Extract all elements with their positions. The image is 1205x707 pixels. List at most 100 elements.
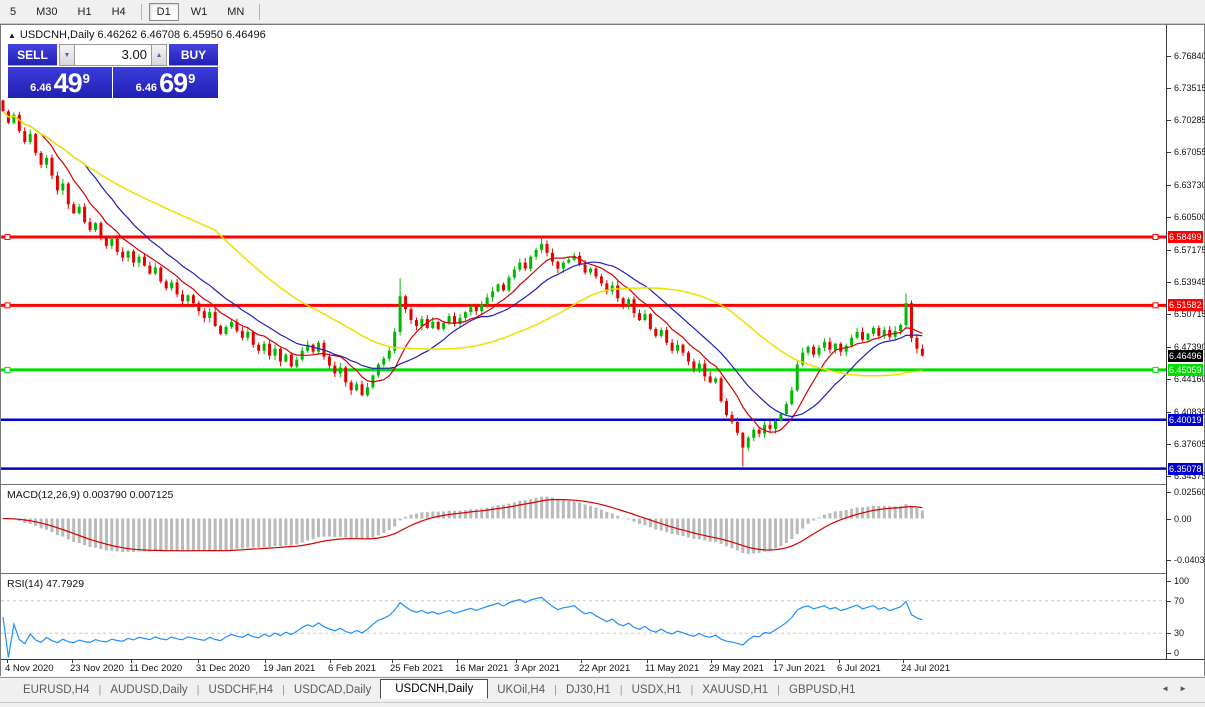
symbol-tab-bar: EURUSD,H4 | AUDUSD,Daily | USDCHF,H4 | USDCAD,… bbox=[0, 677, 1205, 701]
tab-ukoil-h4[interactable]: UKOil,H4 bbox=[497, 683, 546, 696]
tab-usdcnh-daily[interactable]: USDCNH,Daily bbox=[380, 678, 489, 699]
volume-decrease-button[interactable]: ▼ bbox=[58, 44, 76, 66]
time-axis-tick bbox=[198, 660, 199, 663]
time-axis-tick bbox=[131, 660, 132, 663]
time-axis-label: 11 Dec 2020 bbox=[129, 663, 183, 674]
axis-tick bbox=[1167, 378, 1171, 380]
time-axis-label: 16 Mar 2021 bbox=[455, 663, 509, 674]
axis-price-label: 6.44160 bbox=[1174, 373, 1205, 384]
time-axis-tick bbox=[839, 660, 840, 663]
toolbar-separator bbox=[140, 3, 142, 20]
ma-fast-red bbox=[2, 110, 923, 433]
macd-chart-svg[interactable] bbox=[1, 486, 1166, 572]
time-axis-tick bbox=[392, 660, 393, 663]
price-chart-pane[interactable] bbox=[1, 25, 1166, 483]
axis-price-label: 6.50715 bbox=[1174, 308, 1205, 319]
level-handle[interactable] bbox=[4, 366, 11, 373]
ma-mid-blue bbox=[2, 110, 923, 418]
price-chart-svg[interactable] bbox=[1, 25, 1166, 483]
tab-separator: | bbox=[554, 683, 557, 696]
sell-button[interactable]: SELL bbox=[8, 44, 58, 66]
axis-price-label: 6.53945 bbox=[1174, 276, 1205, 287]
axis-price-label: 6.57175 bbox=[1174, 245, 1205, 256]
tab-xauusd-h1[interactable]: XAUUSD,H1 bbox=[702, 683, 769, 696]
tab-scroll-left-icon[interactable]: ◄ bbox=[1161, 684, 1180, 693]
buy-price-quote[interactable]: 6.46 69 9 bbox=[113, 67, 218, 98]
tab-scroll-right-icon[interactable]: ► bbox=[1179, 684, 1197, 693]
time-axis-label: 3 Apr 2021 bbox=[514, 663, 560, 674]
tab-usdx-h1[interactable]: USDX,H1 bbox=[631, 683, 682, 696]
time-axis[interactable]: 4 Nov 2020 23 Nov 2020 11 Dec 2020 31 Dec 2… bbox=[1, 659, 1204, 676]
level-handle[interactable] bbox=[4, 233, 11, 240]
axis-price-label: 6.40835 bbox=[1174, 406, 1205, 417]
level-price-tag[interactable]: 6.35078 bbox=[1168, 462, 1203, 475]
rsi-label: RSI(14) 47.7929 bbox=[7, 578, 85, 590]
time-axis-label: 17 Jun 2021 bbox=[773, 663, 826, 674]
axis-tick bbox=[1167, 443, 1171, 445]
buy-button[interactable]: BUY bbox=[168, 44, 219, 66]
current-price-tag: 6.46496 bbox=[1168, 349, 1203, 362]
axis-tick bbox=[1167, 653, 1171, 654]
pane-separator[interactable] bbox=[1, 484, 1166, 485]
level-price-tag[interactable]: 6.51582 bbox=[1168, 299, 1203, 312]
tab-separator: | bbox=[196, 683, 200, 696]
axis-tick bbox=[1167, 475, 1171, 477]
time-axis-tick bbox=[903, 660, 904, 663]
time-axis-tick bbox=[516, 660, 517, 663]
level-handle[interactable] bbox=[1152, 233, 1159, 240]
timeframe-button-w1[interactable]: W1 bbox=[190, 5, 208, 18]
level-handle[interactable] bbox=[1152, 366, 1159, 373]
axis-price-label: 6.70285 bbox=[1174, 115, 1205, 126]
volume-increase-button[interactable]: ▲ bbox=[150, 44, 168, 66]
time-axis-tick bbox=[72, 660, 73, 663]
sell-price-quote[interactable]: 6.46 49 9 bbox=[8, 67, 112, 98]
sell-price-pip: 9 bbox=[82, 71, 90, 86]
time-axis-label: 29 May 2021 bbox=[709, 663, 764, 674]
timeframe-button-d1[interactable]: D1 bbox=[148, 2, 179, 21]
macd-label: MACD(12,26,9) 0.003790 0.007125 bbox=[7, 489, 174, 501]
time-axis-label: 11 May 2021 bbox=[645, 663, 700, 674]
axis-tick bbox=[1167, 313, 1171, 315]
volume-input[interactable]: 3.00 bbox=[75, 44, 151, 66]
pane-separator[interactable] bbox=[1, 573, 1166, 574]
chart-title-text: USDCNH,Daily 6.46262 6.46708 6.45950 6.4… bbox=[19, 29, 266, 41]
timeframe-button-5[interactable]: 5 bbox=[10, 5, 17, 18]
rsi-indicator-pane[interactable]: RSI(14) 47.7929 bbox=[1, 575, 1166, 659]
timeframe-button-m30[interactable]: M30 bbox=[36, 5, 58, 18]
time-axis-label: 31 Dec 2020 bbox=[196, 663, 250, 674]
axis-price-label: 6.73515 bbox=[1174, 83, 1205, 94]
timeframe-button-mn[interactable]: MN bbox=[227, 5, 245, 18]
tab-separator: | bbox=[98, 683, 102, 696]
rsi-line bbox=[2, 596, 923, 658]
axis-tick bbox=[1167, 492, 1171, 494]
rsi-chart-svg[interactable] bbox=[1, 575, 1166, 659]
level-price-tag[interactable]: 6.58499 bbox=[1168, 230, 1203, 243]
chart-window: MACD(12,26,9) 0.003790 0.007125 RSI(14) … bbox=[0, 24, 1205, 676]
buy-price-prefix: 6.46 bbox=[135, 82, 158, 94]
axis-price-label: 100 bbox=[1174, 576, 1190, 586]
tab-usdchf-h4[interactable]: USDCHF,H4 bbox=[208, 683, 274, 696]
timeframe-button-h4[interactable]: H4 bbox=[111, 5, 126, 18]
macd-indicator-pane[interactable]: MACD(12,26,9) 0.003790 0.007125 bbox=[1, 486, 1166, 572]
axis-tick bbox=[1167, 600, 1171, 602]
level-price-tag[interactable]: 6.40019 bbox=[1168, 413, 1203, 426]
price-axis[interactable]: 6.76840 6.73515 6.70285 6.67055 6.63730 6.605… bbox=[1166, 25, 1205, 659]
level-handle[interactable] bbox=[1152, 302, 1159, 309]
time-axis-tick bbox=[647, 660, 648, 663]
time-axis-tick bbox=[581, 660, 582, 663]
time-axis-tick bbox=[7, 660, 8, 663]
axis-price-label: 6.67055 bbox=[1174, 147, 1205, 158]
axis-tick bbox=[1167, 88, 1171, 90]
tab-dj30-h1[interactable]: DJ30,H1 bbox=[566, 683, 611, 696]
axis-price-label: 6.47390 bbox=[1174, 341, 1205, 352]
tab-separator: | bbox=[777, 683, 781, 696]
collapse-chart-icon[interactable]: ▲ bbox=[8, 31, 16, 40]
level-price-tag[interactable]: 6.45059 bbox=[1168, 363, 1203, 376]
tab-usdcad-daily[interactable]: USDCAD,Daily bbox=[293, 683, 372, 696]
tab-eurusd-h4[interactable]: EURUSD,H4 bbox=[23, 683, 90, 696]
level-handle[interactable] bbox=[4, 302, 11, 309]
tab-gbpusd-h1[interactable]: GBPUSD,H1 bbox=[789, 683, 856, 696]
tab-audusd-daily[interactable]: AUDUSD,Daily bbox=[110, 683, 188, 696]
axis-tick bbox=[1167, 185, 1171, 187]
timeframe-button-h1[interactable]: H1 bbox=[77, 5, 92, 18]
